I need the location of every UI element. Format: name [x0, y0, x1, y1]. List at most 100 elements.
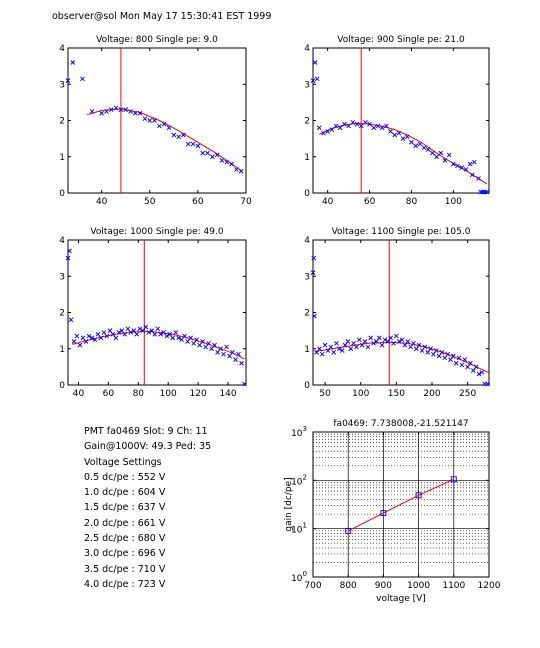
data-point	[238, 168, 244, 174]
x-tick-label: 900	[375, 581, 392, 591]
data-point	[319, 351, 325, 357]
x-tick-label: 40	[322, 197, 334, 207]
data-point	[367, 121, 372, 127]
y-tick-label: 103	[291, 425, 307, 439]
data-point	[137, 110, 143, 116]
data-point	[200, 150, 206, 156]
plot-frame	[312, 239, 490, 386]
data-point	[194, 337, 199, 343]
data-point	[371, 340, 376, 346]
data-point	[439, 350, 445, 355]
data-point	[388, 335, 393, 341]
data-point	[206, 340, 211, 346]
data-point	[65, 255, 71, 261]
data-point	[170, 335, 176, 341]
data-point	[433, 348, 439, 353]
y-tick-label: 1	[304, 345, 310, 355]
data-point	[118, 107, 124, 112]
data-point	[419, 348, 425, 353]
data-point	[99, 110, 104, 116]
data-point	[448, 357, 453, 362]
data-point	[485, 381, 490, 387]
data-point	[396, 130, 402, 136]
data-point	[445, 351, 450, 357]
x-tick-label: 800	[340, 581, 357, 591]
data-point	[459, 165, 465, 170]
data-point	[214, 152, 220, 158]
data-point	[321, 130, 326, 136]
data-point	[451, 161, 456, 167]
x-tick-label: 1100	[442, 581, 465, 591]
data-point	[155, 326, 161, 332]
data-point	[181, 132, 186, 138]
data-point	[368, 335, 374, 341]
data-point	[92, 337, 98, 343]
data-point	[394, 333, 399, 339]
data-point	[219, 158, 225, 163]
y-tick-label: 0	[59, 189, 65, 199]
data-point	[337, 346, 342, 352]
data-point	[392, 132, 398, 138]
data-point	[348, 346, 354, 352]
x-tick-label: 100	[352, 389, 369, 399]
data-point	[312, 60, 318, 65]
x-tick-label: 1000	[407, 581, 430, 591]
data-point	[134, 331, 140, 337]
chart-panel-4: 50 100 150 200 250 0 1 2 3 4 Voltage: 1100 Single …	[304, 227, 490, 399]
chart-title: Voltage: 1100 Single pe: 105.0	[332, 227, 471, 237]
data-point	[233, 357, 238, 362]
data-point	[358, 123, 364, 129]
y-tick-label: 4	[304, 44, 310, 54]
y-tick-label: 0	[304, 189, 310, 199]
x-tick-label: 200	[423, 389, 440, 399]
data-point	[80, 76, 85, 82]
x-tick-label: 50	[319, 389, 331, 399]
fit-curve	[315, 341, 489, 373]
data-point	[311, 255, 317, 261]
pmt-info-panel: PMT fa0469 Slot: 9 Ch: 11 Gain@1000V: 49…	[84, 424, 211, 592]
data-point	[74, 333, 80, 339]
data-point	[310, 270, 316, 275]
data-point	[479, 369, 485, 375]
data-point	[391, 340, 396, 346]
data-point	[399, 337, 405, 343]
data-point	[221, 351, 226, 357]
data-point	[411, 340, 416, 346]
data-point	[416, 342, 422, 348]
data-point	[310, 78, 316, 83]
data-point	[465, 364, 470, 370]
data-point	[438, 150, 444, 156]
data-point	[230, 350, 235, 355]
x-tick-label: 70	[240, 197, 252, 207]
data-point	[425, 350, 431, 355]
data-point	[312, 313, 317, 319]
x-tick-label: 100	[445, 197, 462, 207]
chart-title: Voltage: 900 Single pe: 21.0	[337, 35, 465, 45]
data-point	[400, 136, 406, 141]
data-point	[331, 350, 336, 355]
data-point	[342, 342, 348, 348]
x-tick-label: 120	[190, 389, 207, 399]
data-point	[333, 123, 339, 129]
data-point	[142, 116, 148, 122]
data-point	[152, 331, 158, 337]
fit-curve	[319, 122, 488, 185]
data-point	[229, 161, 234, 167]
data-point	[430, 150, 435, 156]
header-timestamp: observer@sol Mon May 17 15:30:41 EST 199…	[52, 11, 272, 22]
data-point	[451, 353, 456, 359]
data-point	[133, 110, 138, 116]
chart-title: Voltage: 800 Single pe: 9.0	[96, 35, 218, 45]
voltage-setting-row: 3.5 dc/pe : 710 V	[84, 563, 166, 575]
y-tick-label: 4	[304, 236, 310, 246]
y-tick-label: 0	[304, 381, 310, 391]
data-point	[147, 118, 153, 123]
voltage-setting-row: 1.5 dc/pe : 637 V	[84, 502, 166, 514]
data-point	[334, 340, 339, 346]
data-point	[408, 344, 413, 350]
chart-panel-2: 40 60 80 100 0 1 2 3 4 Voltage: 900 Single pe: 21…	[304, 35, 490, 207]
data-point	[67, 248, 72, 254]
data-point	[176, 134, 181, 140]
data-point	[385, 339, 391, 344]
data-point	[413, 143, 418, 149]
